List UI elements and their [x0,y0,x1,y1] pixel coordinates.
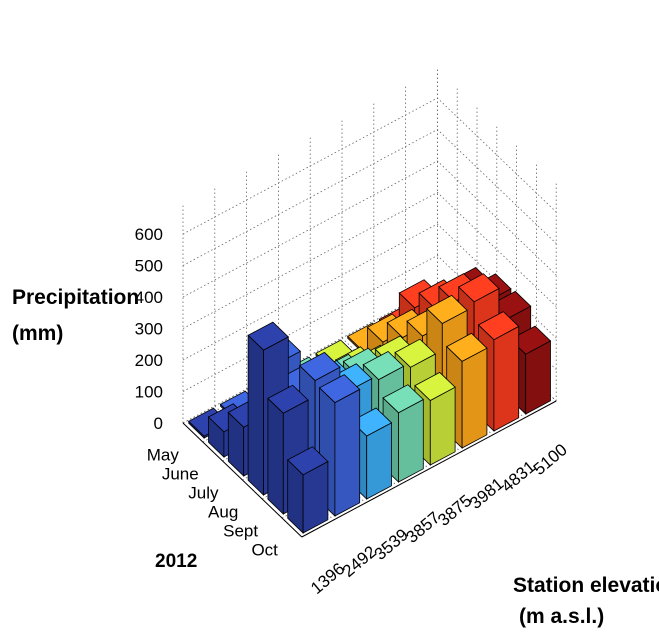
bar-top-face [362,351,405,381]
month-tick-label: Oct [251,541,278,560]
bar-front-face [334,388,361,517]
bar-top-face [318,374,361,404]
month-tick-label: June [162,465,199,484]
z-tick-label: 400 [135,288,163,307]
z-tick-label: 100 [135,383,163,402]
bar-top-face [267,384,309,414]
zlabel-line2: (mm) [12,322,63,345]
grid-line [182,223,557,361]
bar-front-face [493,325,520,432]
bar-top-face [382,384,424,414]
grid-line [182,192,557,329]
bar-left-face [267,397,284,515]
bar-top-face [299,351,341,381]
bar-top-face [426,294,468,324]
bar-top-face [394,338,436,368]
bar-top-face [509,325,552,355]
z-tick-label: 600 [135,225,163,244]
zlabel-line1: Precipitation [12,286,139,309]
month-tick-label: July [188,484,219,503]
bar-top-face [477,311,520,341]
z-tick-label: 500 [135,257,163,276]
month-tick-label: Aug [208,503,238,522]
bar-top-face [247,321,289,351]
ylabel-year: 2012 [155,551,197,572]
z-tick-label: 200 [135,351,163,370]
station-tick-label: 5100 [530,440,571,479]
z-tick-label: 300 [135,320,163,339]
station-axis [301,400,557,538]
bar-top-face [446,332,488,362]
bar [287,446,329,534]
bar-left-face [247,334,264,496]
xlabel-line1: Station elevation [513,574,659,597]
axis-layer [182,400,557,538]
bar-front-face [398,398,424,483]
grid-line [182,129,557,266]
grid-line [182,97,557,235]
month-tick-label: Sept [223,522,258,541]
month-tick-label: May [147,446,180,465]
z-tick-label: 0 [154,414,163,433]
month-axis [182,422,303,538]
bar-top-face [350,407,393,437]
bar-top-face [287,446,329,476]
xlabel-line2: (m a.s.l.) [519,605,604,628]
bar-front-face [461,347,488,449]
bar-layer [188,267,552,534]
bar-top-face [458,273,500,303]
bar [318,374,361,517]
bar-top-face [414,371,456,401]
grid-line [182,160,557,298]
